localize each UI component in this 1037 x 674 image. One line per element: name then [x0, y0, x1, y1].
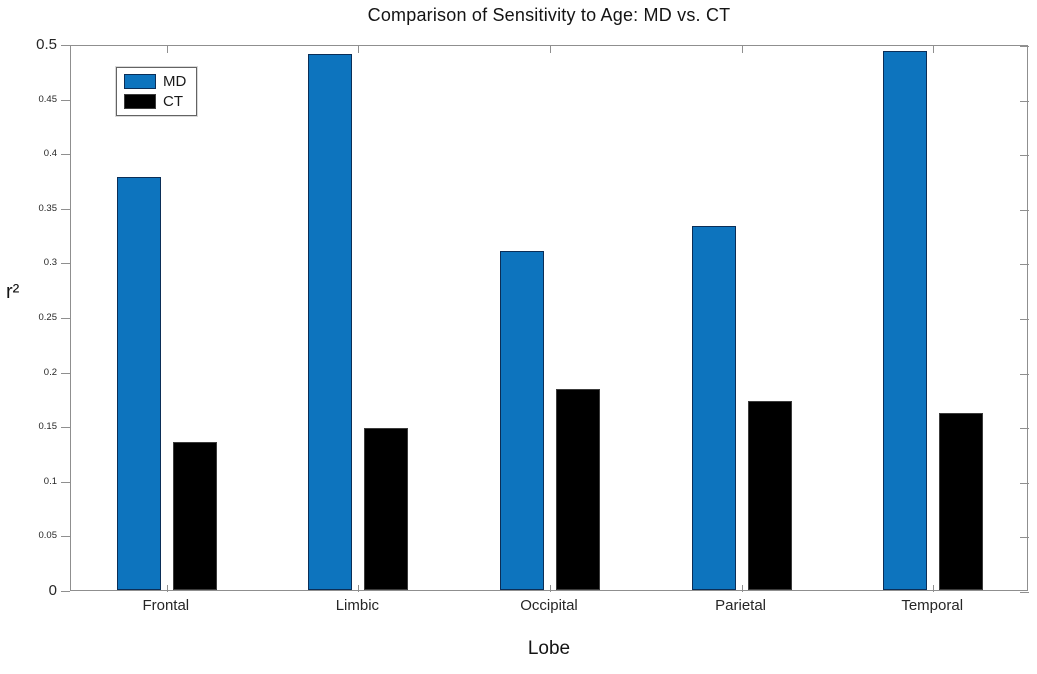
y-tick-right — [1020, 373, 1029, 375]
y-tick-left — [61, 154, 70, 156]
x-tick-top — [358, 46, 360, 53]
y-tick-right — [1020, 155, 1029, 157]
category-label-limbic: Limbic — [335, 597, 380, 614]
y-tick-right — [1020, 46, 1029, 47]
y-tick-label: 0.1 — [43, 475, 57, 487]
y-tick-left — [61, 263, 70, 265]
y-tick-left — [61, 427, 70, 429]
x-tick-bottom — [358, 585, 360, 592]
x-tick-bottom — [933, 585, 935, 592]
x-tick-bottom — [550, 585, 551, 592]
y-tick-left — [61, 318, 70, 319]
y-tick-right — [1020, 100, 1029, 102]
y-tick-left — [61, 45, 70, 46]
bar-ct-temporal — [939, 413, 984, 590]
bar-ct-occipital — [556, 389, 600, 590]
plot-area: MD CT — [70, 45, 1029, 593]
md-legend-swatch — [124, 74, 156, 89]
bar-md-frontal — [116, 177, 161, 590]
y-tick-left — [61, 208, 70, 210]
bar-md-limbic — [308, 53, 353, 590]
y-tick-label: 0.45 — [38, 93, 58, 105]
bar-ct-limbic — [364, 428, 409, 590]
y-tick-right — [1020, 592, 1029, 593]
x-axis-label: Lobe — [527, 638, 571, 659]
y-tick-right — [1020, 264, 1029, 266]
x-tick-top — [933, 46, 935, 53]
y-tick-label: 0 — [48, 582, 57, 599]
category-label-parietal: Parietal — [715, 597, 767, 614]
y-tick-label: 0.35 — [38, 202, 58, 214]
bar-md-temporal — [883, 50, 928, 590]
y-tick-label: 0.15 — [38, 421, 58, 433]
legend-entry-md: MD — [124, 73, 186, 90]
y-tick-left — [61, 481, 70, 483]
legend: MD CT — [116, 67, 198, 116]
x-tick-bottom — [166, 585, 168, 592]
x-tick-bottom — [741, 585, 743, 592]
y-tick-right — [1020, 428, 1029, 430]
bar-md-occipital — [500, 251, 544, 590]
y-tick-left — [61, 591, 70, 592]
ct-legend-label: CT — [163, 93, 183, 110]
category-label-temporal: Temporal — [901, 597, 964, 614]
y-tick-left — [61, 372, 70, 374]
x-tick-top — [166, 46, 168, 53]
y-tick-label: 0.5 — [36, 36, 57, 53]
y-tick-right — [1020, 537, 1029, 539]
y-tick-left — [61, 536, 70, 538]
chart-title: Comparison of Sensitivity to Age: MD vs.… — [367, 5, 731, 25]
y-tick-right — [1020, 482, 1029, 484]
y-tick-left — [61, 99, 70, 101]
category-label-occipital: Occipital — [520, 597, 578, 614]
y-tick-right — [1020, 319, 1029, 320]
y-tick-right — [1020, 209, 1029, 211]
y-tick-label: 0.3 — [43, 257, 57, 269]
y-tick-label: 0.2 — [43, 366, 57, 378]
md-legend-label: MD — [163, 73, 187, 90]
y-tick-label: 0.4 — [43, 148, 57, 160]
legend-entry-ct: CT — [124, 93, 186, 110]
y-axis-label: r² — [6, 281, 20, 303]
x-tick-top — [550, 46, 551, 53]
y-tick-label: 0.25 — [38, 312, 58, 323]
ct-legend-swatch — [124, 94, 156, 109]
bar-md-parietal — [691, 226, 736, 590]
category-label-frontal: Frontal — [142, 597, 190, 614]
bar-ct-parietal — [747, 401, 792, 590]
y-tick-label: 0.05 — [38, 530, 58, 542]
bar-ct-frontal — [172, 441, 217, 590]
x-tick-top — [741, 46, 743, 53]
